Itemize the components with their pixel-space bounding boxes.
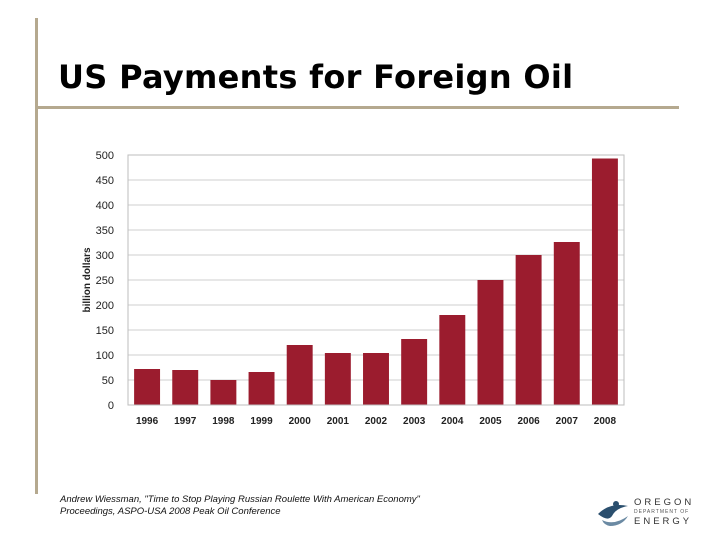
y-tick-label: 350 bbox=[96, 225, 114, 237]
y-axis-label: billion dollars bbox=[82, 247, 93, 312]
x-tick-label: 1997 bbox=[174, 416, 197, 427]
y-tick-label: 0 bbox=[108, 400, 114, 412]
bar-2007 bbox=[553, 242, 580, 405]
slide-accent-vertical-rule bbox=[35, 18, 38, 494]
bar-2002 bbox=[363, 353, 389, 405]
source-line-1: Andrew Wiessman, "Time to Stop Playing R… bbox=[60, 494, 420, 505]
slide-accent-horizontal-rule bbox=[35, 106, 679, 109]
bars bbox=[134, 158, 618, 405]
y-tick-label: 450 bbox=[96, 175, 114, 187]
x-tick-label: 1998 bbox=[212, 416, 235, 427]
x-tick-labels: 1996 1997 1998 1999 2000 2001 2002 2003 2004 2005… bbox=[136, 416, 617, 427]
x-tick-label: 2000 bbox=[289, 416, 312, 427]
bar-chart: billion dollars 0 50 100 150 200 250 300 350 400… bbox=[82, 150, 625, 427]
y-tick-label: 250 bbox=[96, 275, 114, 287]
bar-1999 bbox=[248, 372, 275, 405]
y-tick-label: 300 bbox=[96, 250, 114, 262]
bar-2004 bbox=[439, 315, 466, 405]
source-citation: Andrew Wiessman, "Time to Stop Playing R… bbox=[60, 494, 420, 518]
logo-line-1: OREGON bbox=[634, 497, 695, 508]
x-tick-label: 2007 bbox=[556, 416, 579, 427]
x-tick-label: 2001 bbox=[327, 416, 350, 427]
y-tick-label: 400 bbox=[96, 200, 114, 212]
y-tick-label: 100 bbox=[96, 350, 114, 362]
x-tick-label: 2003 bbox=[403, 416, 426, 427]
y-tick-label: 500 bbox=[96, 150, 114, 162]
x-tick-label: 2005 bbox=[479, 416, 502, 427]
logo-text: OREGON DEPARTMENT OF ENERGY bbox=[634, 496, 694, 526]
x-tick-label: 2004 bbox=[441, 416, 464, 427]
bar-2003 bbox=[401, 339, 428, 405]
logo-mark-icon bbox=[598, 501, 628, 526]
bar-1998 bbox=[210, 380, 237, 405]
x-tick-label: 2002 bbox=[365, 416, 388, 427]
source-line-2: Proceedings, ASPO-USA 2008 Peak Oil Conf… bbox=[60, 506, 281, 517]
bar-2008 bbox=[591, 158, 618, 405]
y-tick-labels: 0 50 100 150 200 250 300 350 400 450 500 bbox=[96, 150, 114, 412]
x-tick-label: 1996 bbox=[136, 416, 159, 427]
bar-1997 bbox=[172, 370, 199, 405]
plot-frame bbox=[127, 154, 625, 406]
slide-title: US Payments for Foreign Oil bbox=[58, 58, 574, 96]
x-tick-label: 2006 bbox=[517, 416, 540, 427]
y-tick-label: 150 bbox=[96, 325, 114, 337]
oregon-energy-logo: OREGON DEPARTMENT OF ENERGY bbox=[594, 496, 710, 532]
bar-2001 bbox=[324, 353, 351, 405]
bar-1996 bbox=[134, 369, 161, 405]
y-tick-label: 200 bbox=[96, 300, 114, 312]
y-tick-label: 50 bbox=[102, 375, 114, 387]
x-tick-label: 1999 bbox=[250, 416, 273, 427]
bar-2005 bbox=[477, 280, 504, 405]
bar-2006 bbox=[515, 255, 542, 405]
bar-2000 bbox=[286, 345, 313, 405]
logo-line-2: DEPARTMENT OF bbox=[634, 508, 690, 515]
logo-line-3: ENERGY bbox=[634, 515, 693, 527]
x-tick-label: 2008 bbox=[594, 416, 617, 427]
